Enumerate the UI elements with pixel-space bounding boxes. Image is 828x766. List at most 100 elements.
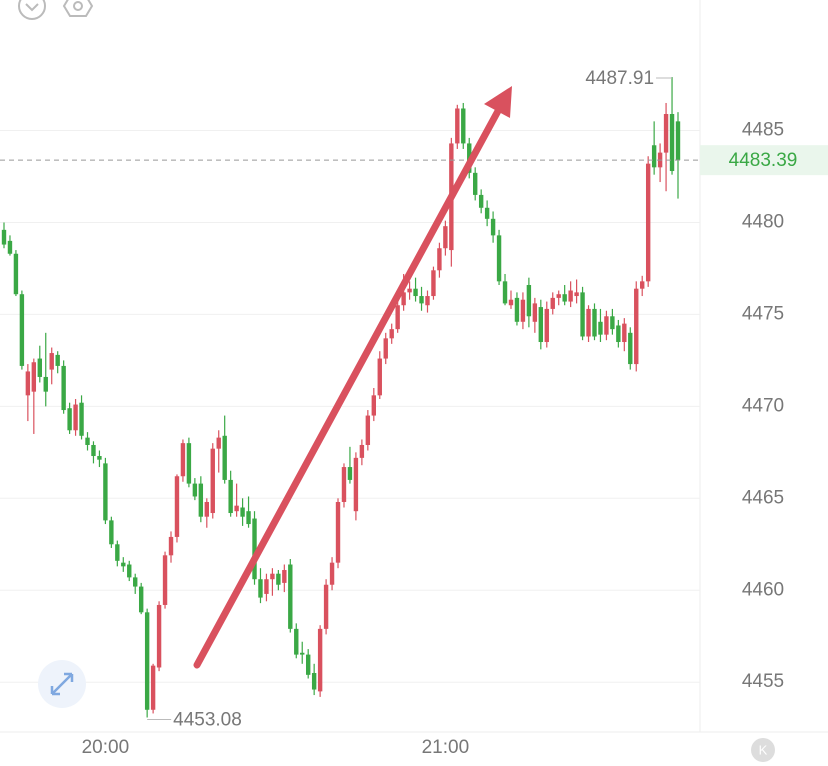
candle-body [276, 573, 281, 585]
high-label: 4487.91 [585, 68, 654, 89]
candle-body [192, 483, 198, 497]
y-tick-label: 4485 [742, 120, 784, 141]
candle-body [574, 292, 579, 297]
candle-body [604, 316, 609, 335]
candle-body [127, 564, 132, 578]
candle-body [210, 448, 215, 514]
candle-body [282, 570, 287, 583]
candle-body [538, 307, 544, 343]
candle-body [73, 404, 78, 431]
y-tick-label: 4480 [742, 212, 784, 233]
candle-body [121, 562, 126, 567]
candle-body [252, 518, 257, 580]
candle-body [616, 325, 621, 343]
candle-body [150, 665, 156, 710]
candle-body [640, 281, 645, 289]
candle-body [234, 505, 239, 512]
last-price-box [700, 145, 828, 176]
candle-body [168, 536, 174, 556]
candle-body [85, 437, 90, 445]
candle-body [91, 444, 96, 457]
badge-label: K [759, 742, 768, 757]
candle-body [144, 612, 150, 710]
candle-body [61, 365, 66, 411]
candle-body [520, 299, 526, 322]
trend-arrow [193, 107, 502, 669]
candle-body [300, 652, 305, 655]
candle-body [174, 476, 180, 537]
candle-body [7, 240, 13, 254]
candle-body [496, 235, 502, 282]
y-tick-label: 4455 [742, 671, 784, 692]
candle-body [473, 172, 478, 195]
candle-body [669, 114, 675, 172]
candle-body [675, 121, 681, 161]
candle-body [645, 163, 651, 282]
candle-body [198, 483, 204, 517]
candle-body [377, 358, 382, 396]
candle-body [478, 194, 484, 208]
candle-body [622, 323, 627, 343]
candle-body [79, 402, 84, 436]
candle-body [156, 604, 162, 668]
candle-body [228, 479, 233, 514]
candle-body [1, 229, 7, 245]
candle-body [67, 408, 72, 431]
candle-body [413, 288, 418, 297]
last-price-label: 4483.39 [729, 150, 798, 171]
settings-icon[interactable] [62, 0, 94, 17]
candle-body [186, 443, 192, 484]
candle-body [347, 467, 353, 480]
candle-body [365, 415, 371, 445]
badge-circle[interactable] [751, 738, 775, 762]
candle-body [288, 564, 293, 629]
candle-body [25, 371, 31, 396]
candle-body [544, 308, 549, 343]
collapse-icon[interactable] [18, 0, 46, 20]
candle-body [329, 562, 335, 585]
candle-body [556, 294, 561, 298]
candle-body [97, 456, 102, 460]
candle-body [335, 501, 341, 563]
candle-body [395, 305, 400, 330]
candle-body [311, 672, 317, 690]
candle-body [138, 586, 144, 613]
candle-body [240, 507, 245, 517]
candle-body [264, 579, 269, 594]
candle-body [294, 628, 299, 655]
candle-body [359, 444, 365, 458]
plot-area: 4455 4460 4465 4470 4475 4480 4485 20:00 21:00 44… [0, 68, 828, 758]
candle-body [49, 353, 54, 370]
candle-body [103, 463, 108, 521]
candle-body [550, 297, 555, 309]
candle-body [419, 296, 424, 304]
y-tick-label: 4465 [742, 487, 784, 508]
candle-body [514, 297, 520, 322]
candle-body [353, 457, 359, 512]
candle-body [401, 292, 406, 306]
y-tick-label: 4460 [742, 579, 784, 600]
candle-body [109, 520, 114, 545]
candle-body [133, 577, 138, 587]
candle-body [216, 437, 221, 449]
candle-body [389, 329, 394, 339]
candle-body [43, 376, 48, 392]
candle-body [634, 288, 639, 365]
candle-body [180, 443, 186, 477]
low-label: 4453.08 [173, 710, 242, 731]
candle-body [323, 584, 329, 629]
expand-icon [50, 672, 74, 696]
candle-body [425, 296, 430, 306]
candle-body [222, 435, 227, 480]
trend-arrow-head [484, 86, 512, 118]
collapse-icon-chevron [25, 3, 39, 12]
candle-body [270, 573, 275, 580]
candle-body [651, 145, 657, 168]
candle-body [341, 467, 347, 502]
candle-body [258, 579, 263, 598]
candle-body [592, 308, 597, 337]
candle-body [246, 511, 251, 525]
candle-body [31, 362, 37, 392]
candle-body [115, 544, 120, 561]
